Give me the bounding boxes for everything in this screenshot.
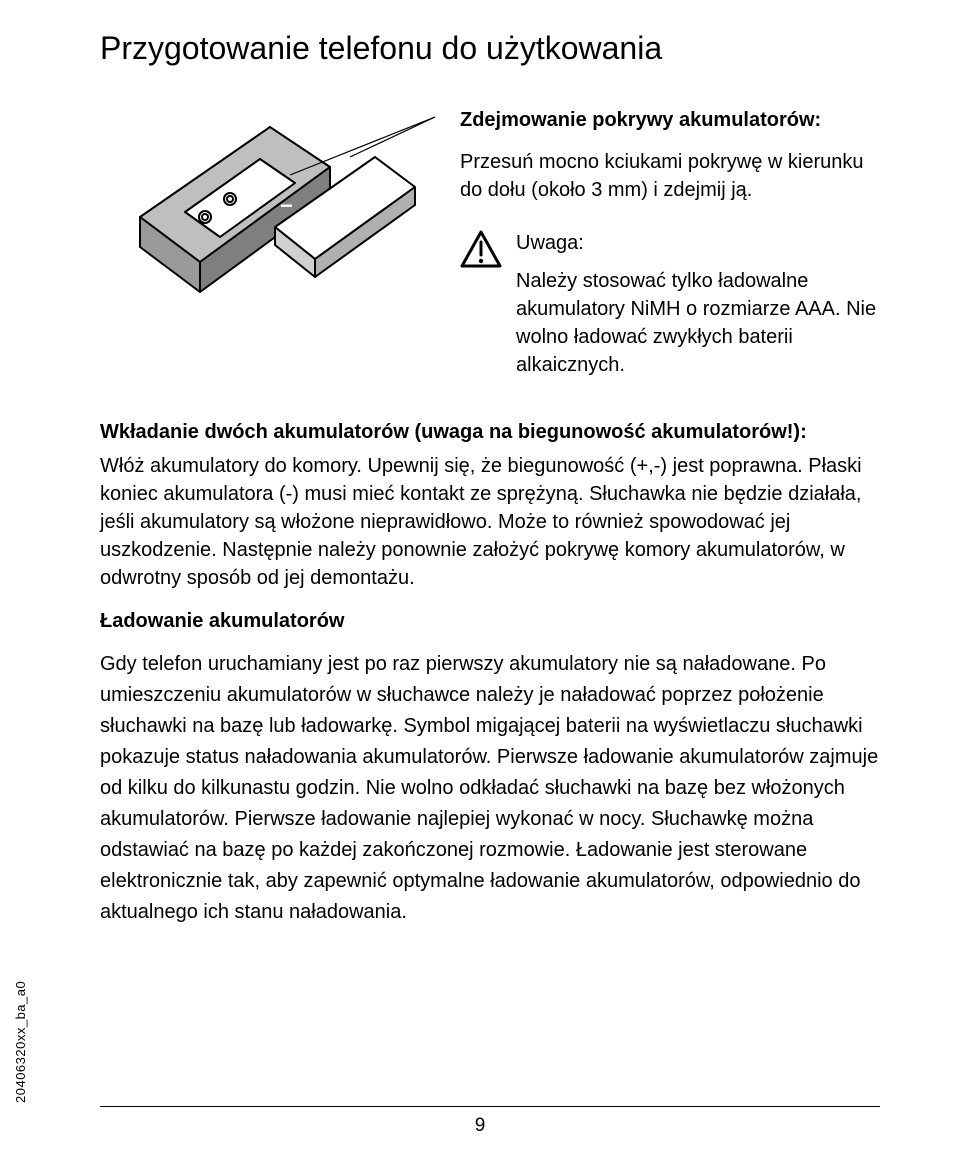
remove-cover-heading: Zdejmowanie pokrywy akumulatorów: [460, 107, 880, 134]
battery-cover-illustration: + − + − [100, 97, 440, 397]
page-title: Przygotowanie telefonu do użytkowania [100, 30, 880, 67]
warning-label: Uwaga: [516, 230, 880, 257]
remove-cover-text: Przesuń mocno kciukami pokrywę w kierunk… [460, 148, 880, 204]
charging-heading: Ładowanie akumulatorów [100, 610, 880, 633]
warning-triangle-icon [460, 230, 502, 268]
warning-text: Należy stosować tylko ładowalne akumulat… [516, 267, 880, 379]
svg-text:−: − [280, 193, 293, 218]
top-text-column: Zdejmowanie pokrywy akumulatorów: Przesu… [460, 97, 880, 397]
insert-batteries-heading: Wkładanie dwóch akumulatorów (uwaga na b… [100, 421, 880, 444]
svg-text:+: + [268, 177, 281, 202]
warning-block: Uwaga: Należy stosować tylko ładowalne a… [460, 230, 880, 379]
charging-text: Gdy telefon uruchamiany jest po raz pier… [100, 649, 880, 928]
page-number: 9 [0, 1115, 960, 1137]
insert-batteries-text: Włóż akumulatory do komory. Upewnij się,… [100, 452, 880, 592]
footer-rule [100, 1106, 880, 1107]
side-document-code: 20406320xx_ba_a0 [13, 981, 28, 1103]
top-section: + − + − Zdejmowanie pokrywy akumulatorów… [100, 97, 880, 397]
